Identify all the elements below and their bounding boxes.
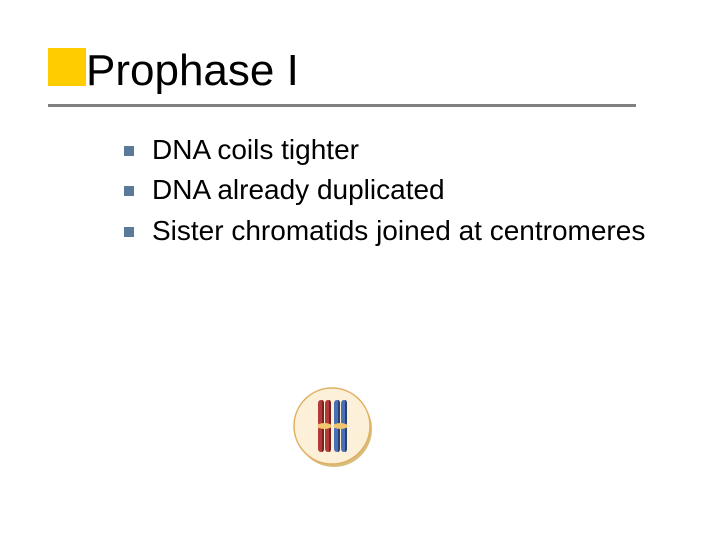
cell-diagram [288,382,378,472]
left-chromatid-bot-a-shade [322,426,324,452]
left-chromatid-top-a-shade [322,400,324,426]
bullet-icon [124,227,134,237]
left-chromatid-top-b-shade [329,400,331,426]
right-chromatid-bot-a-shade [338,426,340,452]
bullet-icon [124,146,134,156]
list-item: DNA already duplicated [124,172,664,208]
list-item: DNA coils tighter [124,132,664,168]
bullet-icon [124,186,134,196]
right-chromatid-top-b-shade [345,400,347,426]
right-chromatid-top-a-shade [338,400,340,426]
right-centromere [334,423,348,429]
right-chromatid-bot-b-shade [345,426,347,452]
left-centromere [318,423,332,429]
bullet-text: Sister chromatids joined at centromeres [152,213,645,249]
left-chromatid-bot-b-shade [329,426,331,452]
chromosome-cell-icon [288,382,378,472]
list-item: Sister chromatids joined at centromeres [124,213,664,249]
title-accent-square [48,48,86,86]
bullet-text: DNA coils tighter [152,132,359,168]
title-underline [48,104,636,107]
bullet-list: DNA coils tighter DNA already duplicated… [124,132,664,253]
bullet-text: DNA already duplicated [152,172,445,208]
slide-title: Prophase I [86,46,299,96]
